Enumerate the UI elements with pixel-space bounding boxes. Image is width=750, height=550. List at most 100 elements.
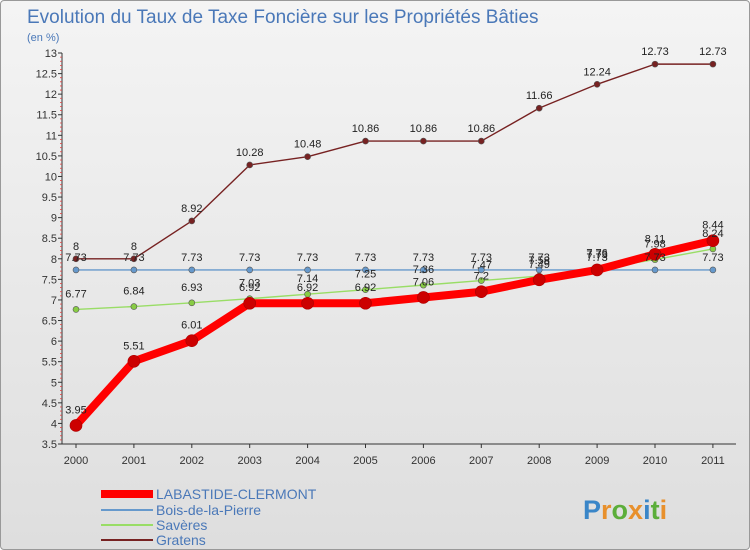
data-point-1 [362, 266, 369, 274]
data-label-2: 7.98 [644, 239, 665, 251]
y-tick-label: 9 [51, 213, 57, 225]
y-tick-label: 7 [51, 295, 57, 307]
data-point-0 [532, 273, 546, 287]
y-tick-label: 10.5 [36, 151, 57, 163]
y-tick-label: 6 [51, 336, 57, 348]
data-label-2: 7.47 [471, 260, 492, 272]
y-tick-label: 9.5 [42, 192, 57, 204]
data-label-3: 8 [131, 241, 137, 253]
data-label-1: 7.73 [644, 252, 665, 264]
data-label-2: 6.93 [181, 282, 202, 294]
data-point-0 [648, 247, 662, 261]
y-tick-label: 11 [46, 130, 57, 142]
x-tick-label: 2011 [701, 455, 725, 467]
legend-label-0: LABASTIDE-CLERMONT [156, 486, 317, 502]
y-tick-label: 11.5 [36, 110, 57, 122]
data-label-0: 5.51 [123, 340, 144, 352]
data-label-3: 10.86 [410, 123, 438, 135]
data-label-2: 8.24 [702, 228, 723, 240]
series-line-0 [72, 236, 717, 430]
y-tick-label: 12.5 [36, 69, 57, 81]
data-label-0: 7.73 [586, 249, 607, 261]
x-tick-label: 2003 [237, 455, 261, 467]
data-point-3 [420, 137, 427, 145]
y-tick-label: 8.5 [42, 233, 57, 245]
x-tick-label: 2009 [585, 455, 609, 467]
data-label-1: 7.73 [586, 252, 607, 264]
x-ticks: 2000 2001 2002 2003 2004 2005 2006 2007 2008 2009… [64, 444, 725, 467]
data-label-1: 7.73 [413, 252, 434, 264]
data-point-3 [246, 161, 253, 169]
y-tick-label: 5 [51, 377, 57, 389]
data-label-0: 6.01 [181, 320, 202, 332]
data-point-3 [651, 60, 659, 68]
x-tick-label: 2010 [643, 455, 667, 467]
data-label-3: 10.28 [236, 147, 264, 159]
x-tick-label: 2001 [122, 455, 146, 467]
data-point-0 [243, 296, 256, 310]
data-label-2: 7.36 [413, 264, 434, 276]
data-point-3 [593, 80, 601, 88]
data-label-1: 7.73 [181, 252, 202, 264]
x-tick-label: 2006 [411, 455, 435, 467]
data-point-0 [185, 334, 199, 347]
y-tick-label: 3.5 [42, 439, 57, 451]
data-point-1 [477, 266, 485, 274]
legend-label-1: Bois-de-la-Pierre [156, 502, 261, 518]
x-tick-label: 2000 [64, 455, 88, 467]
legend: LABASTIDE-CLERMONTBois-de-la-PierreSavèr… [101, 486, 317, 548]
data-point-1 [651, 266, 659, 274]
data-point-3 [72, 255, 80, 263]
data-point-1 [304, 266, 311, 274]
data-point-1 [130, 266, 138, 274]
data-label-2: 6.77 [65, 288, 86, 300]
data-label-2: 7.76 [586, 248, 607, 260]
data-label-1: 7.73 [65, 252, 86, 264]
legend-label-2: Savères [156, 517, 207, 533]
data-point-1 [72, 266, 80, 274]
data-label-1: 7.73 [123, 252, 144, 264]
y-tick-label: 4.5 [42, 398, 57, 410]
proxiti-logo: Proxiti [583, 495, 667, 525]
x-tick-label: 2005 [353, 455, 377, 467]
data-point-3 [709, 60, 717, 68]
data-label-0: 6.92 [355, 282, 376, 294]
data-label-1: 7.73 [471, 252, 492, 264]
y-ticks: 3.5 4 4.5 5 5.5 6 6.5 7 7.5 8 8.5 9 9.5 10 10.5 11 11.5 1… [36, 48, 62, 451]
data-point-3 [304, 153, 311, 161]
data-label-0: 6.92 [239, 282, 260, 294]
data-label-3: 8 [73, 241, 79, 253]
data-label-3: 12.24 [583, 66, 611, 78]
data-point-0 [474, 285, 488, 299]
data-point-0 [301, 296, 314, 310]
data-label-0: 8.44 [702, 220, 723, 232]
data-label-1: 7.73 [355, 252, 376, 264]
data-point-3 [188, 217, 196, 225]
y-tick-label: 4 [51, 418, 57, 430]
series-line-3 [75, 63, 714, 260]
data-point-3 [130, 255, 138, 263]
data-label-0: 7.49 [528, 259, 549, 271]
legend-label-3: Gratens [156, 532, 206, 548]
y-tick-label: 7.5 [42, 274, 57, 286]
data-label-1: 7.73 [239, 252, 260, 264]
data-label-3: 12.73 [699, 46, 727, 58]
data-point-0 [590, 263, 604, 277]
data-label-1: 7.73 [528, 252, 549, 264]
data-label-3: 10.86 [352, 123, 380, 135]
data-point-1 [420, 266, 427, 274]
data-label-3: 8.92 [181, 203, 202, 215]
x-tick-label: 2007 [469, 455, 493, 467]
data-point-2 [130, 303, 138, 310]
x-tick-label: 2008 [527, 455, 551, 467]
data-point-2 [72, 306, 80, 313]
x-tick-label: 2004 [295, 455, 319, 467]
y-tick-label: 6.5 [42, 316, 57, 328]
data-label-2: 7.03 [239, 278, 260, 290]
data-label-0: 8.11 [645, 233, 666, 245]
y-tick-label: 10 [45, 171, 57, 183]
data-label-0: 3.95 [65, 404, 86, 416]
data-point-1 [246, 266, 253, 274]
